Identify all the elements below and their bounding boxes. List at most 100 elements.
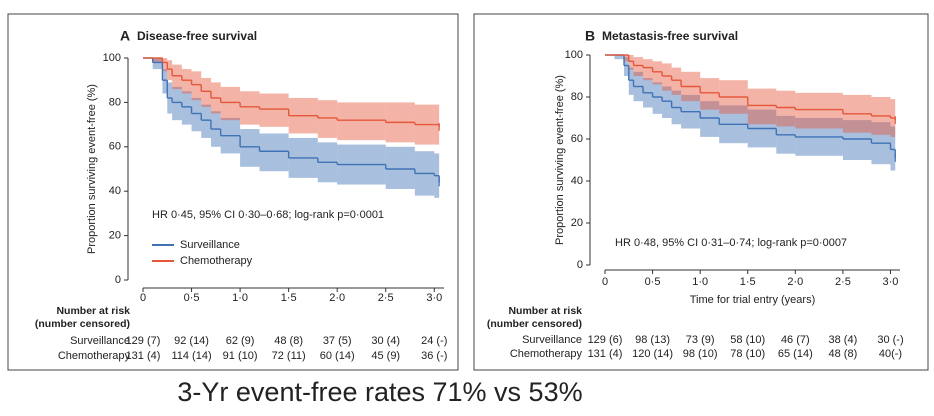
confidence-band [172,86,182,121]
risk-cell: 36 (-) [421,350,447,362]
confidence-band [191,97,202,132]
confidence-band [776,90,796,127]
x-tick-label: 2·0 [787,276,803,288]
legend-label: Surveillance [180,239,240,251]
risk-cell: 24 (-) [421,335,447,347]
y-axis-label: Proportion surviving event-free (%) [554,75,566,245]
panel-label: A [120,28,130,44]
confidence-band [259,93,289,127]
confidence-band [652,61,663,85]
risk-row-label: Surveillance [70,335,130,347]
y-tick-label: 0 [577,259,583,271]
confidence-band [337,102,386,141]
annotation: HR 0·45, 95% CI 0·30–0·68; log-rank p=0·… [152,209,384,221]
risk-cell: 30 (-) [877,334,903,346]
confidence-band [167,60,173,81]
confidence-band [652,82,663,114]
confidence-band [240,129,260,167]
risk-cell: 45 (9) [371,350,400,362]
risk-table-header: Number at risk [508,305,582,317]
risk-cell: 98 (10) [683,348,718,360]
y-tick-label: 100 [103,52,121,64]
risk-cell: 131 (4) [126,350,161,362]
risk-cell: 30 (4) [371,335,400,347]
y-tick-label: 80 [571,91,583,103]
panel-frame [7,13,459,371]
x-tick-label: 3·0 [883,276,899,288]
y-tick-label: 80 [109,96,121,108]
risk-cell: 114 (14) [171,350,211,362]
risk-cell: 58 (10) [730,334,765,346]
y-tick-label: 40 [109,185,121,197]
x-tick-label: 1·0 [232,292,248,304]
confidence-band [201,104,211,138]
confidence-band [152,58,163,70]
y-tick-label: 60 [571,133,583,145]
risk-cell: 91 (10) [223,350,258,362]
confidence-band [162,69,168,94]
risk-cell: 40(-) [879,348,902,360]
risk-cell: 46 (7) [781,334,810,346]
confidence-band [890,126,896,171]
confidence-band [162,58,168,72]
risk-cell: 73 (9) [686,334,715,346]
x-tick-label: 0·5 [184,292,200,304]
y-tick-label: 20 [109,230,121,242]
risk-cell: 129 (6) [588,334,623,346]
confidence-band [201,77,211,107]
y-tick-label: 60 [109,141,121,153]
x-tick-label: 0 [602,276,608,288]
x-tick-label: 2·5 [835,276,851,288]
risk-table-header: (number censored) [35,318,130,330]
x-axis-label: Time for trial entry (years) [690,294,816,306]
confidence-band [747,88,777,125]
risk-cell: 98 (13) [635,334,670,346]
risk-cell: 62 (9) [226,335,255,347]
x-tick-label: 2·0 [329,292,345,304]
risk-cell: 60 (14) [320,350,355,362]
confidence-band [240,91,260,125]
x-tick-label: 3·0 [426,292,442,304]
confidence-band [662,86,672,118]
x-tick-label: 0·5 [645,276,661,288]
confidence-band [700,101,720,137]
legend-label: Chemotherapy [180,255,253,267]
panel-frame [473,13,929,371]
confidence-band [152,58,163,63]
y-tick-label: 0 [115,274,121,286]
y-tick-label: 20 [571,217,583,229]
risk-row-label: Chemotherapy [510,348,583,360]
confidence-band [181,91,192,125]
confidence-band [842,120,872,160]
confidence-band [628,55,634,70]
confidence-band [662,63,672,91]
x-tick-label: 1·0 [692,276,708,288]
x-tick-label: 0 [140,292,146,304]
confidence-band [643,59,653,81]
risk-cell: 78 (10) [730,348,765,360]
risk-cell: 65 (14) [778,348,813,360]
y-tick-label: 100 [565,49,583,61]
confidence-band [191,71,202,101]
confidence-band [671,67,682,95]
panel-title: Metastasis-free survival [602,29,738,43]
annotation: HR 0·48, 95% CI 0·31–0·74; log-rank p=0·… [615,237,847,249]
caption: 3-Yr event-free rates 71% vs 53% [177,377,582,407]
risk-cell: 92 (14) [174,335,209,347]
confidence-band [614,55,625,60]
x-tick-label: 1·5 [740,276,756,288]
confidence-band [317,100,338,138]
confidence-band [795,92,843,129]
panel-label: B [585,28,595,44]
risk-cell: 72 (11) [272,350,306,362]
confidence-band [220,86,241,121]
confidence-band [172,64,182,90]
x-tick-label: 1·5 [281,292,297,304]
confidence-band [624,55,629,62]
risk-table-header: Number at risk [56,305,130,317]
confidence-band [259,133,289,172]
risk-cell: 37 (5) [323,335,352,347]
risk-row-label: Surveillance [522,334,582,346]
y-tick-label: 40 [571,175,583,187]
